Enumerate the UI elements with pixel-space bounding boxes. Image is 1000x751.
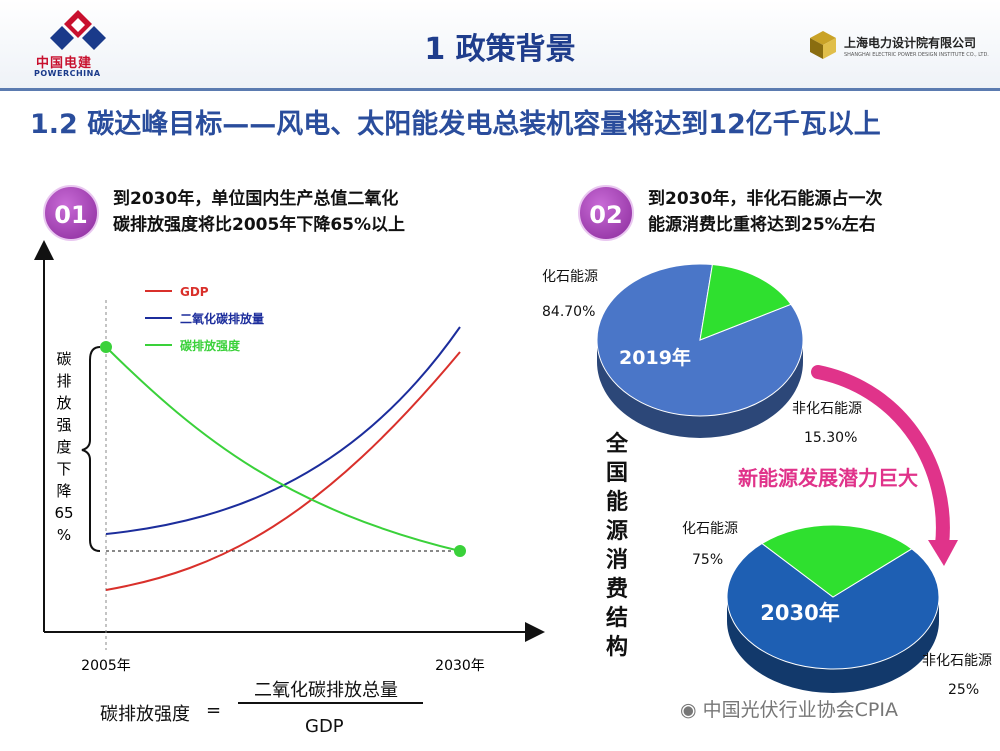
- section2-text-line2: 能源消费比重将达到25%左右: [648, 215, 876, 235]
- vertical-title-char: 能: [605, 490, 628, 515]
- powerchina-logo: 中国电建 POWERCHINA: [26, 8, 146, 82]
- sepd-logo-cn: 上海电力设计院有限公司: [844, 36, 977, 50]
- formula-denominator: GDP: [305, 716, 344, 737]
- pie-title-2030: 2030年: [760, 601, 839, 625]
- chart-legend: GDP 二氧化碳排放量 碳排放强度: [145, 285, 264, 353]
- header-divider: [0, 88, 1000, 91]
- vertical-title-char: 结: [605, 606, 628, 631]
- legend-label-intensity: 碳排放强度: [180, 338, 241, 353]
- brace-char: 碳: [56, 350, 71, 368]
- arrow-caption: 新能源发展潜力巨大: [738, 466, 918, 490]
- powerchina-emblem-icon: [50, 10, 106, 50]
- x-tick-2005: 2005年: [81, 658, 131, 674]
- sepd-logo-en: SHANGHAI ELECTRIC POWER DESIGN INSTITUTE…: [844, 52, 989, 58]
- powerchina-logo-cn: 中国电建: [36, 56, 93, 71]
- pie-side: [597, 340, 803, 438]
- formula-numerator: 二氧化碳排放总量: [254, 680, 398, 701]
- trend-chart: GDP 二氧化碳排放量 碳排放强度 碳 排 放 强 度 下 降 65 % 200…: [34, 240, 545, 674]
- formula-equals: =: [206, 700, 222, 721]
- wechat-icon: ◉: [680, 699, 697, 721]
- pie2019-nonfossil-label: 非化石能源: [792, 401, 862, 417]
- vertical-title-char: 构: [605, 635, 628, 660]
- brace-label: 碳 排 放 强 度 下 降 65 %: [54, 350, 73, 544]
- vertical-title-char: 源: [605, 519, 628, 544]
- vertical-title-char: 全: [605, 432, 628, 457]
- brace-char: %: [57, 526, 71, 544]
- pie2030-nonfossil-value: 25%: [948, 682, 980, 698]
- section2-text-line1: 到2030年，非化石能源占一次: [648, 189, 883, 209]
- pie2019-nonfossil-value: 15.30%: [804, 430, 858, 446]
- brace-char: 65: [54, 504, 73, 522]
- formula-lhs: 碳排放强度: [100, 704, 190, 725]
- brace-char: 下: [56, 460, 71, 478]
- series-line-gdp: [105, 351, 461, 591]
- sepd-emblem-icon: [810, 31, 836, 59]
- pie-2019: [596, 263, 804, 438]
- series-line-intensity: [105, 346, 461, 552]
- section-badge-02: 02: [578, 185, 634, 241]
- intensity-end-point: [454, 545, 466, 557]
- watermark-text: 中国光伏行业协会CPIA: [702, 699, 898, 721]
- brace-char: 放: [56, 394, 71, 412]
- x-tick-2030: 2030年: [435, 658, 485, 674]
- vertical-title-char: 国: [605, 461, 628, 486]
- pie2030-fossil-value: 75%: [692, 552, 724, 568]
- pie-slice-nonfossil: [761, 524, 913, 598]
- transition-arrow-head: [928, 540, 958, 566]
- series-line-co2: [105, 326, 461, 535]
- brace-char: 度: [56, 438, 71, 456]
- watermark: ◉ 中国光伏行业协会CPIA: [680, 695, 898, 722]
- intensity-start-point: [100, 341, 112, 353]
- pie-side: [727, 597, 939, 693]
- brace-char: 降: [56, 482, 71, 500]
- section1-text: 到2030年，单位国内生产总值二氧化 碳排放强度将比2005年下降65%以上: [113, 186, 405, 238]
- fraction-bar: [238, 702, 423, 704]
- pie2030-nonfossil-label: 非化石能源: [922, 653, 992, 669]
- brace-char: 排: [56, 372, 71, 390]
- pie-2030: [726, 524, 940, 693]
- vertical-title: 全 国 能 源 消 费 结 构: [604, 430, 630, 662]
- section1-text-line1: 到2030年，单位国内生产总值二氧化: [113, 189, 399, 209]
- slide-subtitle: 1.2 碳达峰目标——风电、太阳能发电总装机容量将达到12亿千瓦以上: [30, 109, 881, 140]
- pie-slice-nonfossil: [699, 264, 792, 341]
- legend-label-co2: 二氧化碳排放量: [180, 311, 264, 326]
- transition-arrow: [811, 365, 950, 552]
- slide-title: 1 政策背景: [424, 32, 576, 67]
- section1-text-line2: 碳排放强度将比2005年下降65%以上: [113, 215, 406, 235]
- powerchina-logo-en: POWERCHINA: [34, 69, 101, 78]
- vertical-title-char: 消: [605, 548, 628, 573]
- legend-label-gdp: GDP: [180, 285, 209, 299]
- sepd-logo: 上海电力设计院有限公司 SHANGHAI ELECTRIC POWER DESI…: [806, 22, 996, 72]
- pie2030-fossil-label: 化石能源: [682, 521, 738, 537]
- section-badge-01: 01: [43, 185, 99, 241]
- reduction-brace: [81, 346, 101, 552]
- vertical-title-char: 费: [605, 577, 628, 602]
- pie-slice-fossil: [726, 542, 940, 670]
- pie2019-fossil-value: 84.70%: [542, 304, 596, 320]
- pie2019-fossil-label: 化石能源: [542, 269, 598, 285]
- pie-title-2019: 2019年: [619, 346, 691, 369]
- brace-char: 强: [56, 416, 71, 434]
- section2-text: 到2030年，非化石能源占一次 能源消费比重将达到25%左右: [648, 186, 882, 238]
